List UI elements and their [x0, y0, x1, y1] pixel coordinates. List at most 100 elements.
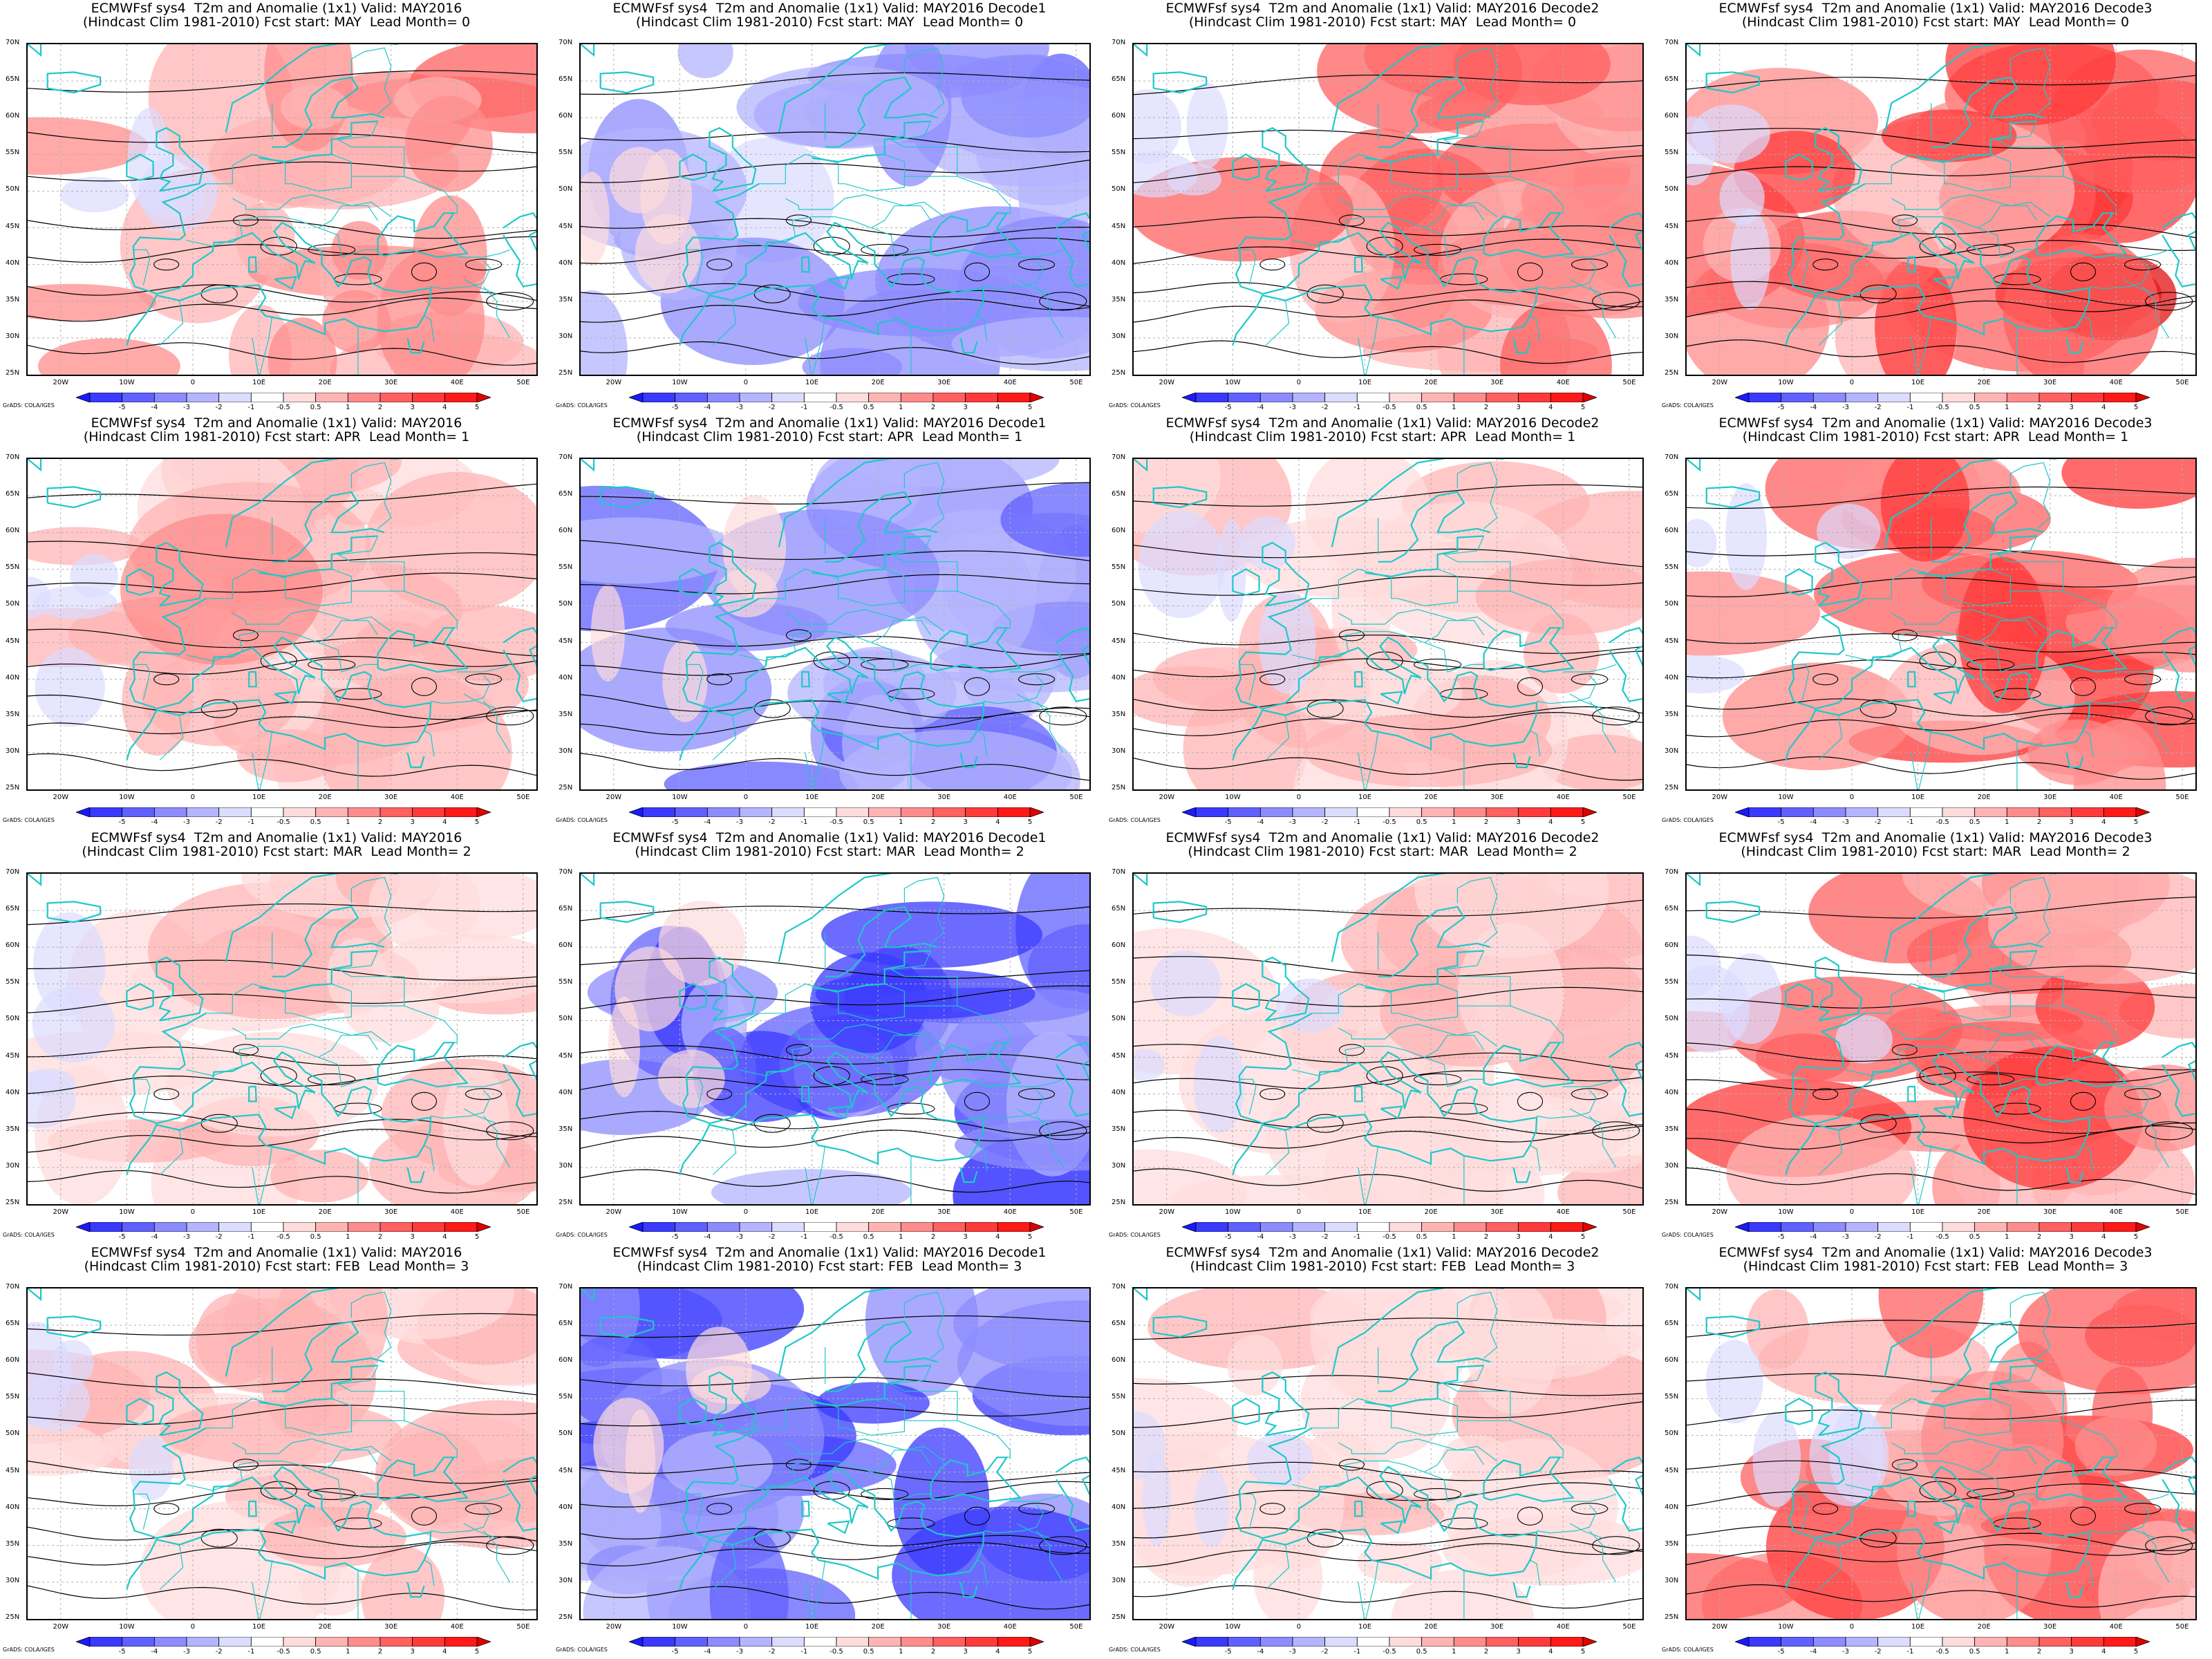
colorbar-tick-label: -3	[183, 1648, 190, 1656]
longitude-label: 10W	[119, 794, 135, 801]
isotherm-contour	[581, 711, 1089, 735]
country-border	[1977, 1450, 2038, 1473]
country-border	[133, 664, 151, 700]
latitude-label: 50N	[1665, 185, 1679, 194]
map-canvas	[1687, 1288, 2195, 1619]
isotherm-contour	[28, 1461, 536, 1484]
colorbar-swatch	[1518, 1222, 1551, 1232]
colorbar-swatch	[153, 807, 187, 817]
colorbar-tick-label: 0.5	[1969, 1233, 1980, 1241]
coastline	[129, 182, 207, 295]
latitude-label: 70N	[1112, 868, 1126, 876]
colorbar-tick-label: 2	[930, 1233, 936, 1241]
longitude-label: 0	[1849, 1623, 1855, 1631]
coastline	[930, 627, 1022, 673]
coastline	[1609, 212, 1642, 288]
colorbar-tick-label: -5	[1777, 404, 1785, 411]
colorbar-swatch	[803, 1637, 837, 1647]
coastline	[778, 459, 951, 547]
latitude-label: 60N	[1665, 527, 1679, 535]
colorbar-tick-label: 5	[1580, 1233, 1586, 1241]
anomaly-area	[2104, 1065, 2195, 1152]
latitude-label: 50N	[1112, 1015, 1126, 1023]
longitude-label: 10W	[1225, 379, 1241, 386]
latitude-label: 55N	[1665, 563, 1679, 572]
colorbar	[629, 1637, 1044, 1647]
coastline	[930, 1456, 1022, 1503]
colorbar-swatch	[1356, 807, 1390, 817]
colorbar-tick-label: 4	[1548, 1233, 1553, 1241]
longitude-label: 20W	[1159, 794, 1175, 801]
country-border	[1265, 715, 1290, 760]
anomaly-area	[1829, 1407, 1884, 1503]
latitude-label: 50N	[6, 1015, 20, 1023]
latitude-label: 55N	[559, 978, 573, 986]
colorbar-swatch	[122, 393, 155, 402]
longitude-label: 40E	[1556, 379, 1570, 386]
colorbar-swatch	[1781, 393, 1814, 402]
coastline	[1815, 636, 2091, 742]
grads-credit: GrADS: COLA/IGES	[3, 402, 55, 409]
colorbar-swatch	[1195, 1222, 1229, 1232]
country-border	[252, 752, 259, 789]
isotherm-contour	[1039, 292, 1087, 311]
coastline	[2036, 627, 2128, 673]
longitude-label: 30E	[1490, 379, 1504, 386]
anomaly-area	[280, 85, 348, 129]
coastline	[272, 1320, 385, 1392]
latitude-label: 70N	[1112, 1283, 1126, 1291]
anomaly-map	[1685, 458, 2197, 791]
anomaly-map	[579, 872, 1091, 1206]
coastline	[1354, 1085, 1363, 1103]
coastline	[812, 120, 931, 163]
longitude-label: 50E	[2175, 379, 2189, 386]
longitude-label: 30E	[937, 1623, 951, 1631]
country-border	[1818, 1545, 1843, 1590]
isotherm-contour	[486, 706, 534, 726]
colorbar-tick-label: -5	[118, 1648, 126, 1656]
country-border	[2090, 260, 2150, 290]
latitude-label: 50N	[1112, 185, 1126, 194]
anomaly-area	[1746, 1289, 1809, 1369]
country-border	[2063, 590, 2117, 628]
colorbar-swatch	[1877, 1637, 1911, 1647]
colorbar-swatch	[1324, 393, 1358, 402]
panel-title: ECMWFsf sys4 T2m and Anomalie (1x1) Vali…	[1165, 1, 1600, 16]
isotherm-contour	[1134, 75, 1642, 95]
panel-subtitle: (Hindcast Clim 1981-2010) Fcst start: FE…	[637, 1259, 1022, 1274]
country-border	[1358, 337, 1365, 375]
colorbar-swatch	[803, 1222, 837, 1232]
isotherm-contour	[28, 1480, 536, 1507]
longitude-label: 40E	[2109, 794, 2123, 801]
colorbar-swatch	[1259, 1222, 1293, 1232]
country-border	[785, 194, 945, 218]
country-border	[1818, 715, 1843, 760]
colorbar-swatch	[1877, 393, 1911, 402]
colorbar-max-arrow	[1029, 1637, 1044, 1647]
colorbar-swatch	[1974, 807, 2007, 817]
longitude-label: 30E	[1490, 1208, 1504, 1216]
latitude-label: 35N	[6, 1125, 20, 1133]
coastline	[28, 874, 42, 887]
country-border	[206, 153, 352, 192]
isotherm-contour	[1306, 1528, 1344, 1548]
colorbar-tick-label: 2	[1483, 818, 1489, 826]
isotherm-contour	[200, 1528, 238, 1548]
isotherm-contour	[1687, 156, 2195, 178]
anomaly-area	[1143, 1452, 1171, 1546]
coastline	[1235, 182, 1313, 295]
country-border	[1365, 730, 1379, 789]
coastline	[259, 950, 378, 993]
colorbar-swatch	[89, 393, 123, 402]
coastline	[1512, 337, 1531, 354]
longitude-label: 20E	[871, 794, 885, 801]
anomaly-area	[1452, 44, 1611, 106]
colorbar-tick-label: 3	[410, 1648, 415, 1656]
anomaly-area	[1186, 82, 1228, 169]
colorbar-tick-label: -1	[1353, 818, 1361, 826]
coastline	[827, 1105, 850, 1120]
colorbar-max-arrow	[1582, 393, 1597, 402]
longitude-label: 10E	[1911, 379, 1925, 386]
isotherm-contour	[1338, 1459, 1365, 1471]
panel-title: ECMWFsf sys4 T2m and Anomalie (1x1) Vali…	[1718, 415, 2153, 431]
